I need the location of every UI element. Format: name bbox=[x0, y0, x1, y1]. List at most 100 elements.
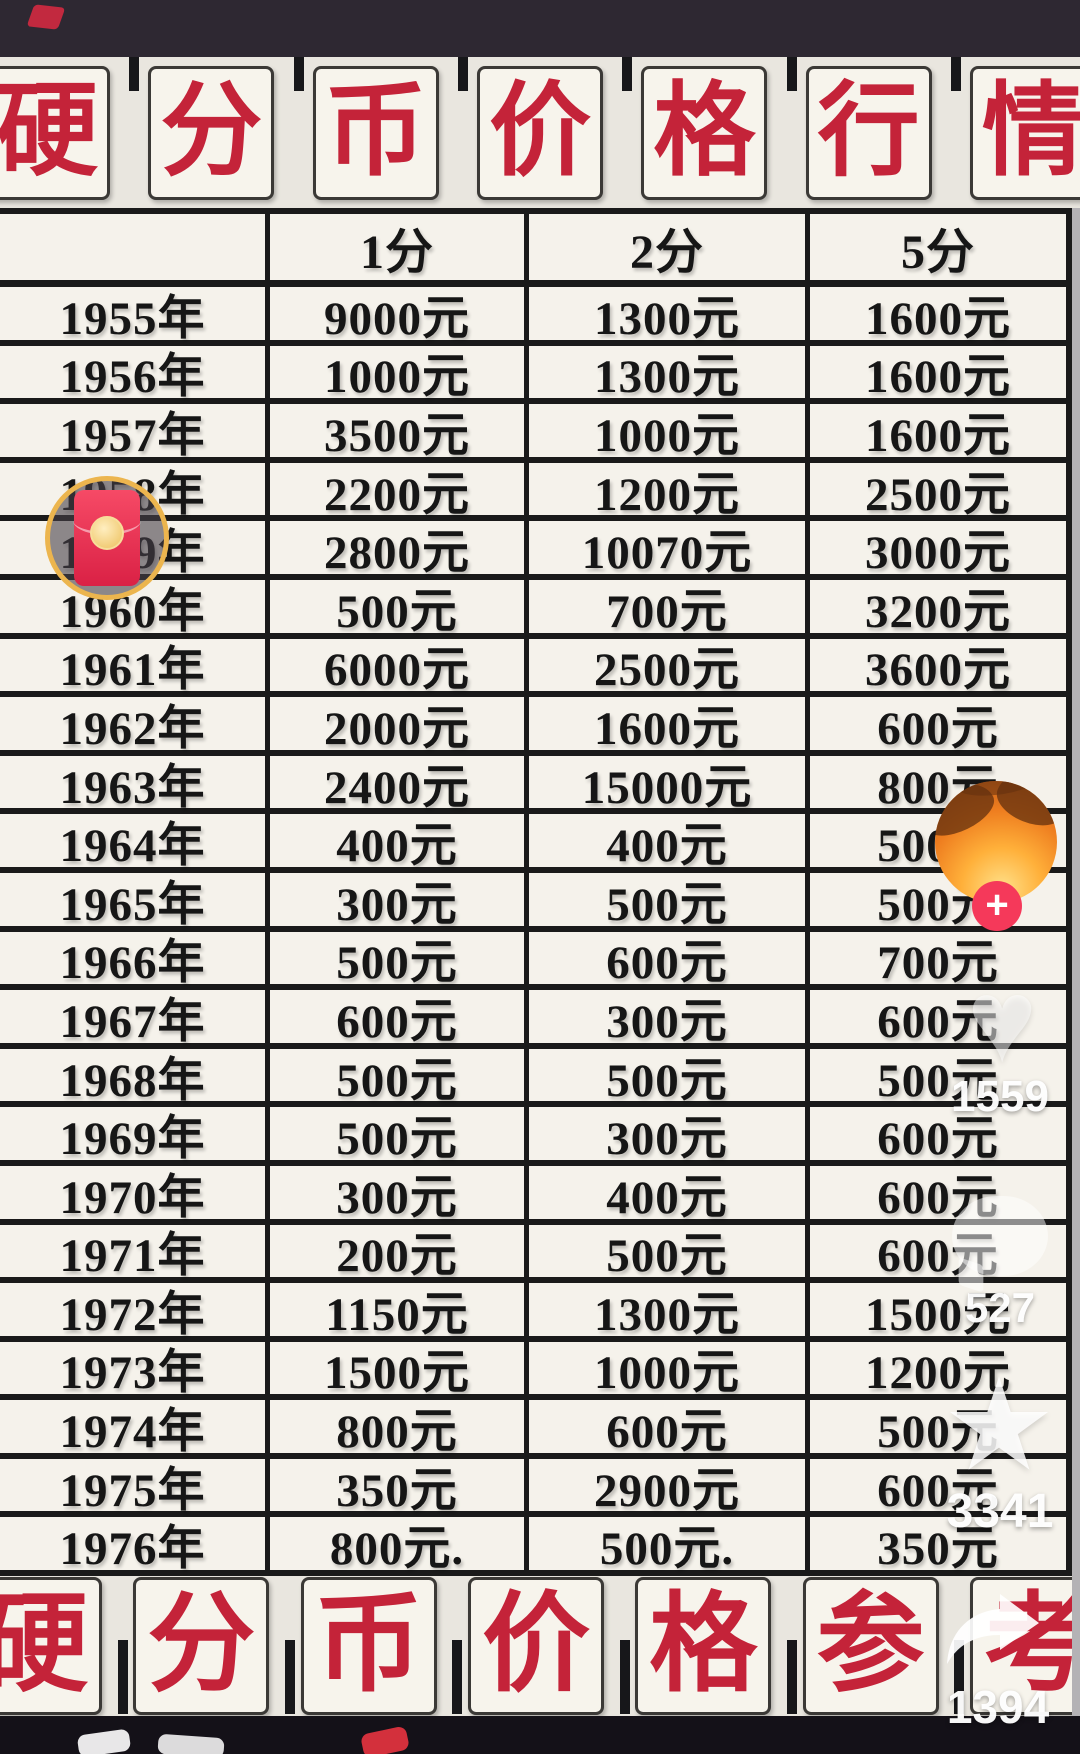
price-cell: 800元. bbox=[270, 1517, 529, 1577]
year-cell: 1975年 bbox=[0, 1458, 270, 1518]
price-cell: 1600元 bbox=[810, 404, 1066, 463]
price-cell: 300元 bbox=[529, 990, 810, 1049]
price-cell: 10070元 bbox=[529, 521, 810, 580]
year-cell: 1973年 bbox=[0, 1341, 270, 1401]
price-cell: 2500元 bbox=[810, 463, 1066, 522]
favorite-count: 3341 bbox=[946, 1485, 1054, 1538]
divider-tick bbox=[951, 57, 961, 91]
title-char: 价 bbox=[481, 1586, 590, 1705]
divider-tick bbox=[294, 57, 304, 91]
price-cell: 800元 bbox=[270, 1400, 529, 1459]
title-char: 硬 bbox=[0, 76, 98, 189]
logo-fragment-icon bbox=[26, 4, 66, 30]
price-cell: 600元 bbox=[529, 1400, 810, 1459]
year-cell: 1955年 bbox=[0, 287, 270, 346]
year-cell: 1962年 bbox=[0, 697, 270, 756]
title-char: 情 bbox=[981, 76, 1080, 189]
price-cell: 1600元 bbox=[810, 287, 1066, 346]
comment-count: 527 bbox=[964, 1284, 1036, 1331]
divider-tick bbox=[458, 57, 468, 91]
price-cell: 600元 bbox=[810, 697, 1066, 756]
caption-fragment bbox=[157, 1733, 225, 1754]
title-char-tile: 格 bbox=[641, 66, 768, 200]
comment-icon[interactable] bbox=[952, 1196, 1048, 1276]
year-cell: 1967年 bbox=[0, 990, 270, 1049]
page-title: 硬分币价格行情 bbox=[0, 66, 1080, 200]
title-char: 币 bbox=[314, 1586, 423, 1705]
column-header-5fen: 5分 bbox=[810, 214, 1066, 287]
price-cell: 2800元 bbox=[270, 521, 529, 580]
divider-tick bbox=[620, 1640, 630, 1714]
price-cell: 2200元 bbox=[270, 462, 529, 522]
title-char-tile: 币 bbox=[312, 66, 439, 200]
price-cell: 2000元 bbox=[270, 697, 529, 756]
price-cell: 500元 bbox=[529, 1048, 810, 1108]
title-char-tile: 行 bbox=[805, 66, 932, 200]
year-cell: 1961年 bbox=[0, 638, 270, 698]
price-cell: 700元 bbox=[810, 932, 1066, 991]
price-cell: 500元 bbox=[529, 1224, 810, 1284]
divider-tick bbox=[954, 1640, 964, 1714]
price-cell: 1600元 bbox=[529, 697, 810, 756]
price-cell: 700元 bbox=[529, 579, 810, 639]
price-cell: 500元 bbox=[270, 1107, 529, 1166]
price-cell: 15000元 bbox=[529, 755, 810, 815]
price-cell: 1300元 bbox=[529, 1283, 810, 1342]
year-cell: 1964年 bbox=[0, 814, 270, 873]
title-char-tile: 币 bbox=[300, 1577, 437, 1715]
title-char-tile: 硬 bbox=[0, 1577, 102, 1715]
price-cell: 1000元 bbox=[529, 1341, 810, 1401]
divider-tick bbox=[452, 1640, 462, 1714]
price-cell: 300元 bbox=[529, 1107, 810, 1166]
price-cell: 3600元 bbox=[810, 639, 1066, 698]
divider-tick bbox=[129, 57, 139, 91]
price-cell: 1200元 bbox=[529, 462, 810, 522]
price-cell: 1300元 bbox=[529, 345, 810, 405]
title-char-tile: 分 bbox=[133, 1577, 270, 1715]
price-cell: 350元 bbox=[810, 1517, 1066, 1577]
price-cell: 500元 bbox=[270, 931, 529, 991]
year-cell: 1963年 bbox=[0, 755, 270, 815]
price-cell: 3200元 bbox=[810, 580, 1066, 639]
favorite-icon[interactable]: ★ bbox=[941, 1354, 1057, 1497]
divider-tick bbox=[285, 1640, 295, 1714]
title-char: 分 bbox=[147, 1586, 256, 1705]
like-icon[interactable]: ♥ bbox=[966, 955, 1038, 1087]
year-cell: 1970年 bbox=[0, 1165, 270, 1225]
price-cell: 600元 bbox=[810, 1107, 1066, 1166]
year-cell: 1957年 bbox=[0, 404, 270, 463]
divider-tick bbox=[622, 57, 632, 91]
year-cell: 1965年 bbox=[0, 872, 270, 932]
price-cell: 500元 bbox=[270, 579, 529, 639]
price-cell: 2900元 bbox=[529, 1458, 810, 1518]
follow-button[interactable]: + bbox=[972, 881, 1022, 931]
column-header-1fen: 1分 bbox=[270, 214, 529, 287]
title-char-tile: 分 bbox=[148, 66, 275, 200]
title-char: 币 bbox=[324, 76, 427, 189]
title-char-tile: 参 bbox=[802, 1577, 939, 1715]
title-char: 分 bbox=[160, 76, 263, 189]
footer-title: 硬分币价格参考 bbox=[0, 1577, 1080, 1715]
divider-tick bbox=[118, 1640, 128, 1714]
price-cell: 300元 bbox=[270, 872, 529, 932]
year-cell: 1956年 bbox=[0, 345, 270, 405]
title-char: 行 bbox=[817, 76, 920, 189]
price-cell: 400元 bbox=[270, 814, 529, 873]
price-table: 1分 2分 5分 1955年 9000元 1300元 1600元 1956年 1000元 1… bbox=[0, 208, 1072, 1577]
title-char: 格 bbox=[653, 76, 756, 189]
price-cell: 9000元 bbox=[270, 287, 529, 346]
gold-coin-icon bbox=[90, 516, 124, 550]
price-cell: 400元 bbox=[529, 1165, 810, 1225]
year-cell: 1974年 bbox=[0, 1400, 270, 1459]
price-cell: 300元 bbox=[270, 1165, 529, 1225]
price-cell: 500元 bbox=[810, 1049, 1066, 1108]
price-cell: 600元 bbox=[810, 990, 1066, 1049]
red-envelope-button[interactable] bbox=[45, 476, 169, 600]
year-cell: 1976年 bbox=[0, 1517, 270, 1577]
price-cell: 1500元 bbox=[270, 1341, 529, 1401]
red-envelope-icon bbox=[73, 490, 141, 586]
share-icon[interactable] bbox=[942, 1590, 1042, 1668]
year-cell: 1969年 bbox=[0, 1107, 270, 1166]
price-cell: 500元 bbox=[810, 1400, 1066, 1459]
